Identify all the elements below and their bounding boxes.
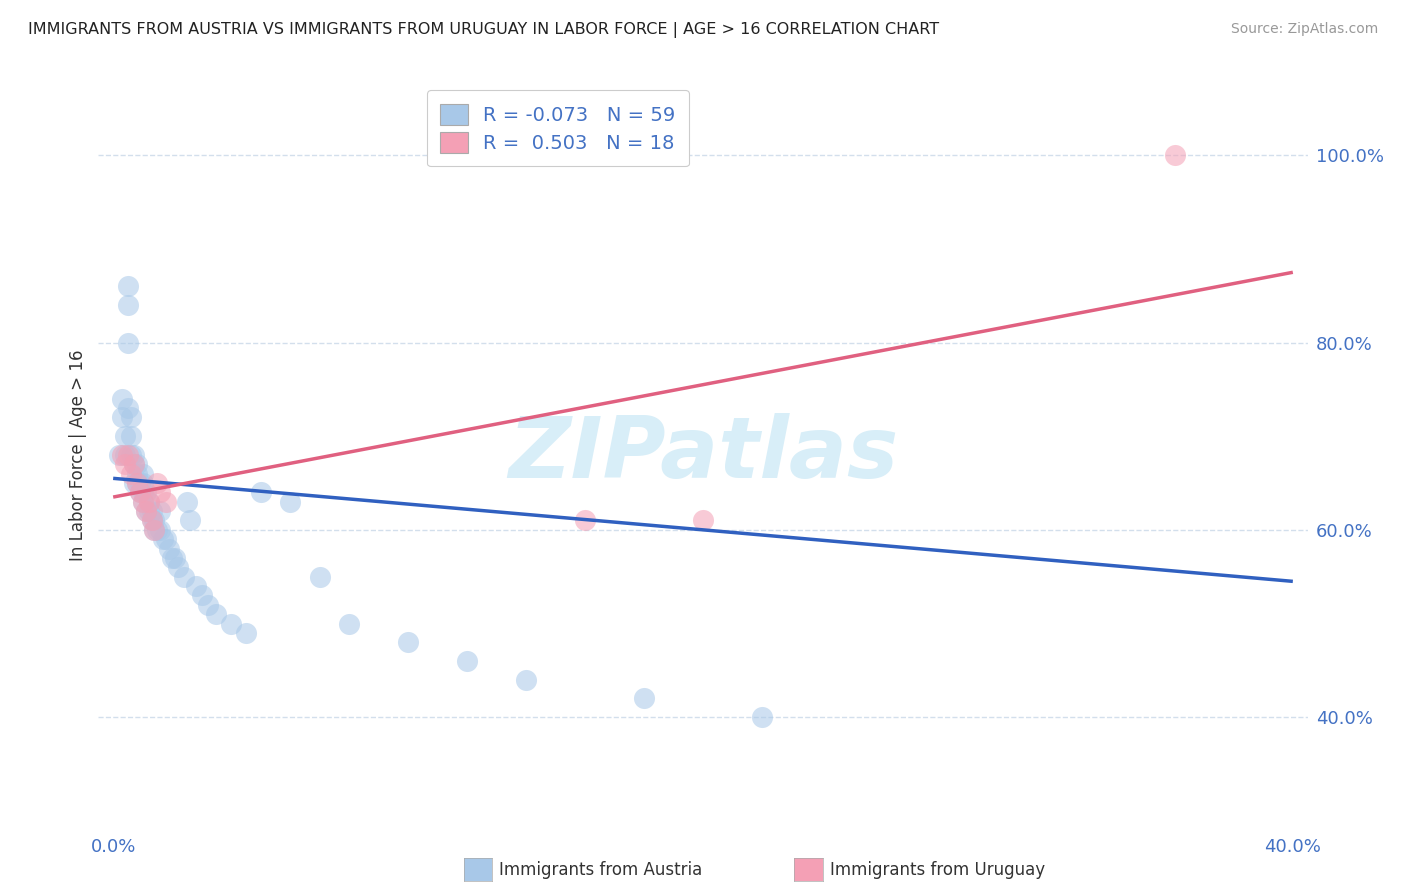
Point <box>131 494 153 508</box>
Y-axis label: In Labor Force | Age > 16: In Labor Force | Age > 16 <box>69 349 87 561</box>
Point <box>751 710 773 724</box>
Point <box>120 448 142 462</box>
Point <box>143 523 166 537</box>
Point <box>219 616 242 631</box>
Point <box>120 410 142 425</box>
Point <box>143 523 166 537</box>
Text: Immigrants from Uruguay: Immigrants from Uruguay <box>830 861 1045 879</box>
Point <box>111 392 134 406</box>
Point <box>131 485 153 500</box>
Text: ZIPatlas: ZIPatlas <box>508 413 898 497</box>
Point <box>117 279 139 293</box>
Point <box>138 504 160 518</box>
Point <box>456 654 478 668</box>
Point <box>249 485 271 500</box>
Point <box>633 691 655 706</box>
Point <box>122 476 145 491</box>
Point <box>141 514 163 528</box>
Point <box>396 635 419 649</box>
Point <box>117 401 139 416</box>
Point <box>111 410 134 425</box>
Point <box>146 523 169 537</box>
Point <box>149 504 172 518</box>
Point <box>515 673 537 687</box>
Point <box>117 298 139 312</box>
Point <box>190 589 212 603</box>
Point <box>184 579 207 593</box>
Point <box>128 476 150 491</box>
Point <box>131 494 153 508</box>
Point <box>128 485 150 500</box>
Point <box>117 335 139 350</box>
Point <box>135 485 157 500</box>
Point <box>141 514 163 528</box>
Point <box>165 551 187 566</box>
Point <box>337 616 360 631</box>
Point <box>197 598 219 612</box>
Point <box>235 626 257 640</box>
Point <box>131 476 153 491</box>
Point <box>122 457 145 471</box>
Point <box>308 570 330 584</box>
Text: IMMIGRANTS FROM AUSTRIA VS IMMIGRANTS FROM URUGUAY IN LABOR FORCE | AGE > 16 COR: IMMIGRANTS FROM AUSTRIA VS IMMIGRANTS FR… <box>28 22 939 38</box>
Point <box>179 514 201 528</box>
Legend: R = -0.073   N = 59, R =  0.503   N = 18: R = -0.073 N = 59, R = 0.503 N = 18 <box>427 90 689 167</box>
Point <box>114 448 136 462</box>
Point <box>120 467 142 481</box>
Point <box>278 494 301 508</box>
Point <box>138 494 160 508</box>
Point <box>131 467 153 481</box>
Point <box>125 467 148 481</box>
Point <box>692 514 714 528</box>
Point <box>155 494 177 508</box>
Point <box>176 494 198 508</box>
Point <box>152 532 174 546</box>
Point <box>205 607 228 622</box>
Point <box>114 429 136 443</box>
Point <box>167 560 190 574</box>
Point <box>160 551 183 566</box>
Point <box>1164 148 1187 162</box>
Point <box>173 570 195 584</box>
Point <box>149 523 172 537</box>
Point <box>125 457 148 471</box>
Point <box>117 448 139 462</box>
Point <box>157 541 180 556</box>
Point <box>143 514 166 528</box>
Point <box>125 476 148 491</box>
Point <box>114 457 136 471</box>
Point <box>122 457 145 471</box>
Point <box>128 485 150 500</box>
Point <box>135 504 157 518</box>
Point <box>108 448 131 462</box>
Point <box>120 429 142 443</box>
Point <box>135 504 157 518</box>
Point <box>141 504 163 518</box>
Point <box>574 514 596 528</box>
Point <box>138 494 160 508</box>
Point <box>111 448 134 462</box>
Point <box>146 476 169 491</box>
Text: Source: ZipAtlas.com: Source: ZipAtlas.com <box>1230 22 1378 37</box>
Point <box>122 448 145 462</box>
Point <box>149 485 172 500</box>
Text: Immigrants from Austria: Immigrants from Austria <box>499 861 703 879</box>
Point <box>125 476 148 491</box>
Point <box>155 532 177 546</box>
